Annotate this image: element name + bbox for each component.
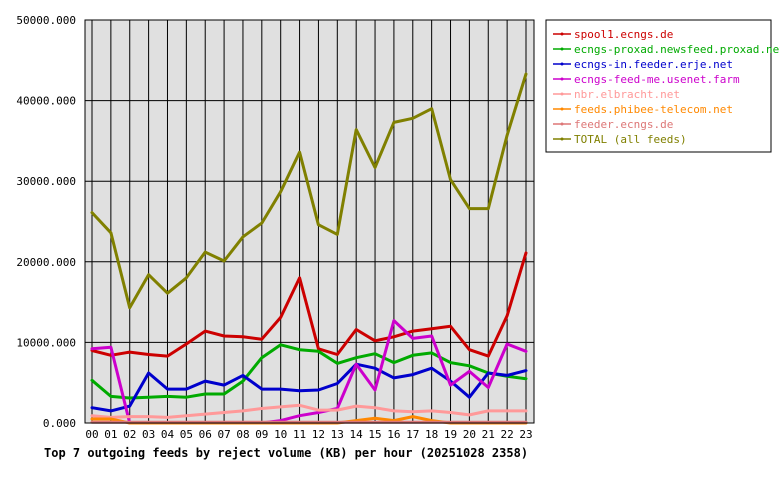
legend-label-0: spool1.ecngs.de xyxy=(574,28,673,41)
y-axis-tick-labels: 0.000 10000.000 20000.000 30000.000 40000.00… xyxy=(16,14,76,430)
legend-marker-6 xyxy=(560,122,564,126)
legend-label-4: nbr.elbracht.net xyxy=(574,88,680,101)
legend-marker-0 xyxy=(560,32,564,36)
legend-label-6: feeder.ecngs.de xyxy=(574,118,673,131)
x-tick-label: 17 xyxy=(406,428,419,441)
x-tick-label: 12 xyxy=(312,428,325,441)
x-tick-label: 05 xyxy=(180,428,193,441)
x-axis-tick-labels: 00 01 02 03 04 05 06 07 08 09 10 11 12 13 14 15 16 17 18 19… xyxy=(85,428,532,441)
legend-label-1: ecngs-proxad.newsfeed.proxad.net xyxy=(574,43,780,56)
x-tick-label: 11 xyxy=(293,428,306,441)
series-line-0 xyxy=(90,251,528,358)
x-tick-label: 08 xyxy=(236,428,249,441)
x-tick-label: 03 xyxy=(142,428,155,441)
legend-label-5: feeds.phibee-telecom.net xyxy=(574,103,733,116)
x-tick-label: 15 xyxy=(368,428,381,441)
x-tick-label: 04 xyxy=(161,428,175,441)
x-tick-label: 18 xyxy=(425,428,438,441)
plot-background xyxy=(85,20,534,423)
y-tick-label: 20000.000 xyxy=(16,256,76,269)
x-tick-label: 02 xyxy=(123,428,136,441)
legend: spool1.ecngs.de ecngs-proxad.newsfeed.pro… xyxy=(545,19,780,153)
y-tick-label: 50000.000 xyxy=(16,14,76,27)
y-tick-label: 40000.000 xyxy=(16,95,76,108)
x-tick-label: 20 xyxy=(463,428,476,441)
legend-label-3: ecngs-feed-me.usenet.farm xyxy=(574,73,740,86)
x-tick-label: 06 xyxy=(199,428,212,441)
legend-label-2: ecngs-in.feeder.erje.net xyxy=(574,58,733,71)
x-tick-label: 21 xyxy=(482,428,495,441)
series-line-1 xyxy=(90,343,528,400)
x-tick-label: 16 xyxy=(387,428,400,441)
x-tick-label: 07 xyxy=(217,428,230,441)
series-lines xyxy=(90,72,528,425)
legend-label-7: TOTAL (all feeds) xyxy=(574,133,687,146)
y-tick-label: 10000.000 xyxy=(16,336,76,349)
x-tick-label: 13 xyxy=(331,428,344,441)
legend-marker-5 xyxy=(560,107,564,111)
x-tick-label: 09 xyxy=(255,428,268,441)
y-tick-label: 0.000 xyxy=(43,417,76,430)
chart-title: Top 7 outgoing feeds by reject volume (K… xyxy=(44,446,528,460)
legend-marker-3 xyxy=(560,77,564,81)
x-tick-label: 23 xyxy=(519,428,532,441)
legend-marker-1 xyxy=(560,47,564,51)
plot-frame xyxy=(84,19,535,424)
y-tick-label: 30000.000 xyxy=(16,175,76,188)
x-tick-label: 10 xyxy=(274,428,287,441)
x-tick-label: 19 xyxy=(444,428,457,441)
x-tick-label: 22 xyxy=(501,428,514,441)
legend-marker-4 xyxy=(560,92,564,96)
x-tick-label: 01 xyxy=(104,428,117,441)
series-line-4 xyxy=(90,403,528,419)
x-tick-label: 14 xyxy=(350,428,364,441)
series-line-7 xyxy=(90,72,528,310)
legend-marker-2 xyxy=(560,62,564,66)
x-tick-label: 00 xyxy=(85,428,98,441)
legend-box xyxy=(545,19,772,153)
legend-marker-7 xyxy=(560,137,564,141)
